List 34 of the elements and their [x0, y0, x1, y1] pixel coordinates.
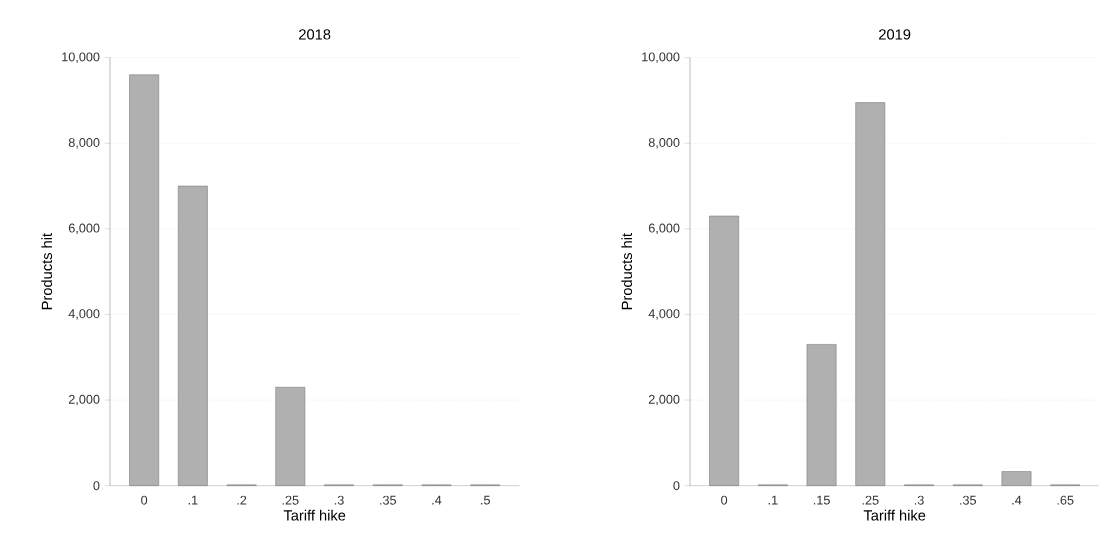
x-tick-label: 0: [141, 495, 148, 505]
y-tick-label: 8,000: [68, 138, 100, 149]
y-tick-label: 4,000: [68, 309, 100, 320]
x-tick-label: .15: [813, 495, 830, 505]
y-tick-label: 6,000: [648, 223, 680, 235]
y-axis-title: Products hit: [41, 233, 53, 310]
x-tick-label: .25: [282, 495, 299, 505]
y-tick-label: 0: [93, 481, 100, 491]
y-tick-label: 10,000: [642, 52, 680, 63]
x-tick-label: .3: [914, 495, 924, 505]
x-tick-label: .35: [380, 495, 397, 505]
x-tick-label: .1: [188, 495, 198, 505]
x-tick-label: .1: [768, 495, 778, 505]
x-axis-title: Tariff hike: [863, 509, 926, 521]
chart-title: 2019: [879, 29, 911, 40]
x-axis-title: Tariff hike: [283, 509, 346, 521]
y-tick-label: 2,000: [68, 394, 100, 406]
y-tick-label: 6,000: [68, 223, 100, 235]
x-tick-label: .25: [862, 495, 879, 505]
x-tick-label: .4: [432, 495, 442, 505]
x-tick-label: .3: [334, 495, 344, 505]
y-tick-label: 2,000: [648, 394, 680, 406]
x-tick-label: .5: [481, 495, 490, 505]
chart-title: 2018: [299, 29, 331, 40]
x-tick-label: .4: [1012, 495, 1022, 505]
y-tick-label: 0: [673, 481, 680, 491]
y-tick-label: 8,000: [648, 138, 680, 149]
y-axis-title: Products hit: [621, 233, 633, 310]
y-tick-label: 10,000: [62, 52, 100, 63]
x-tick-label: .35: [960, 495, 977, 505]
y-tick-label: 4,000: [648, 309, 680, 320]
x-tick-label: .2: [237, 495, 247, 505]
x-tick-label: .65: [1057, 495, 1074, 505]
x-tick-label: 0: [721, 495, 728, 505]
